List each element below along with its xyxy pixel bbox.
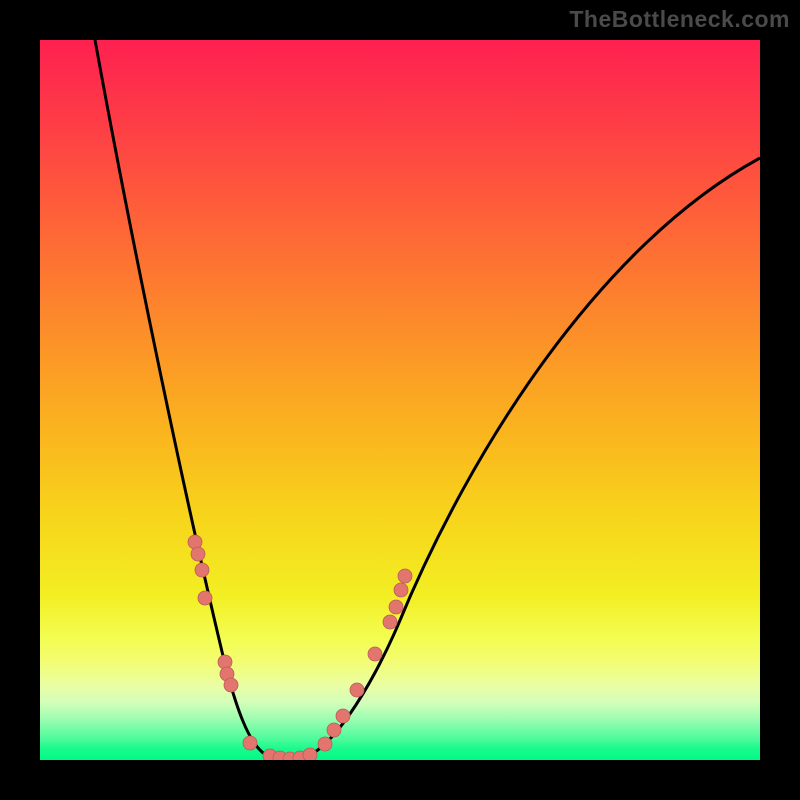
curve-marker bbox=[191, 547, 205, 561]
watermark-text: TheBottleneck.com bbox=[569, 6, 790, 33]
curve-marker bbox=[303, 748, 317, 760]
curve-marker bbox=[327, 723, 341, 737]
curve-marker bbox=[224, 678, 238, 692]
curve-marker bbox=[394, 583, 408, 597]
curve-marker bbox=[336, 709, 350, 723]
curve-marker bbox=[318, 737, 332, 751]
curve-marker bbox=[195, 563, 209, 577]
curve-left bbox=[95, 40, 286, 760]
curve-marker bbox=[198, 591, 212, 605]
curve-marker bbox=[243, 736, 257, 750]
curve-marker bbox=[398, 569, 412, 583]
curve-marker bbox=[389, 600, 403, 614]
chart-root: TheBottleneck.com bbox=[0, 0, 800, 800]
curve-marker bbox=[383, 615, 397, 629]
curve-marker bbox=[350, 683, 364, 697]
plot-overlay bbox=[40, 40, 760, 760]
curve-marker bbox=[368, 647, 382, 661]
curve-right bbox=[286, 158, 760, 760]
